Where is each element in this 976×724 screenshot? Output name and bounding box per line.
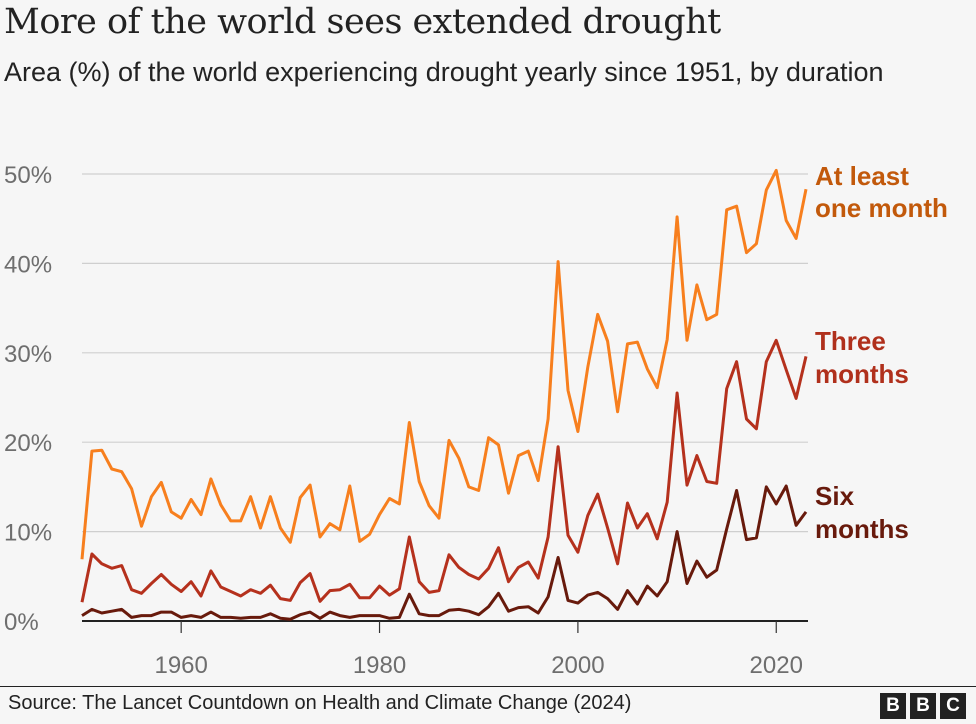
x-tick-label: 1980 bbox=[353, 652, 406, 679]
series-label: months bbox=[815, 514, 909, 544]
series-line-three-months bbox=[80, 338, 808, 603]
line-chart: 0% 10% 20% 30% 40% 50% 1960 1980 2000 2020 At lea… bbox=[4, 161, 948, 679]
series-line-at-least-one-month bbox=[80, 168, 808, 560]
bbc-logo: B B C bbox=[880, 693, 966, 719]
series-label: Six bbox=[815, 481, 855, 511]
y-tick-label: 10% bbox=[4, 520, 52, 547]
y-tick-label: 30% bbox=[4, 341, 52, 368]
y-tick-label: 0% bbox=[4, 609, 39, 636]
chart-subtitle: Area (%) of the world experiencing droug… bbox=[4, 57, 884, 87]
source-note: Source: The Lancet Countdown on Health a… bbox=[8, 692, 632, 714]
series-line-six-months bbox=[81, 484, 808, 621]
series-label: one month bbox=[815, 193, 948, 223]
footer-divider bbox=[0, 686, 976, 687]
chart-title: More of the world sees extended drought bbox=[4, 2, 721, 42]
x-tick-label: 1960 bbox=[154, 652, 207, 679]
logo-letter: C bbox=[940, 693, 966, 719]
x-tick-label: 2000 bbox=[551, 652, 604, 679]
y-tick-label: 40% bbox=[4, 251, 52, 278]
y-tick-label: 50% bbox=[4, 162, 52, 189]
series-label: Three bbox=[815, 326, 886, 356]
logo-letter: B bbox=[880, 693, 906, 719]
y-tick-label: 20% bbox=[4, 430, 52, 457]
x-tick-label: 2020 bbox=[750, 652, 803, 679]
series-label: At least bbox=[815, 161, 909, 191]
logo-letter: B bbox=[910, 693, 936, 719]
series-label: months bbox=[815, 359, 909, 389]
